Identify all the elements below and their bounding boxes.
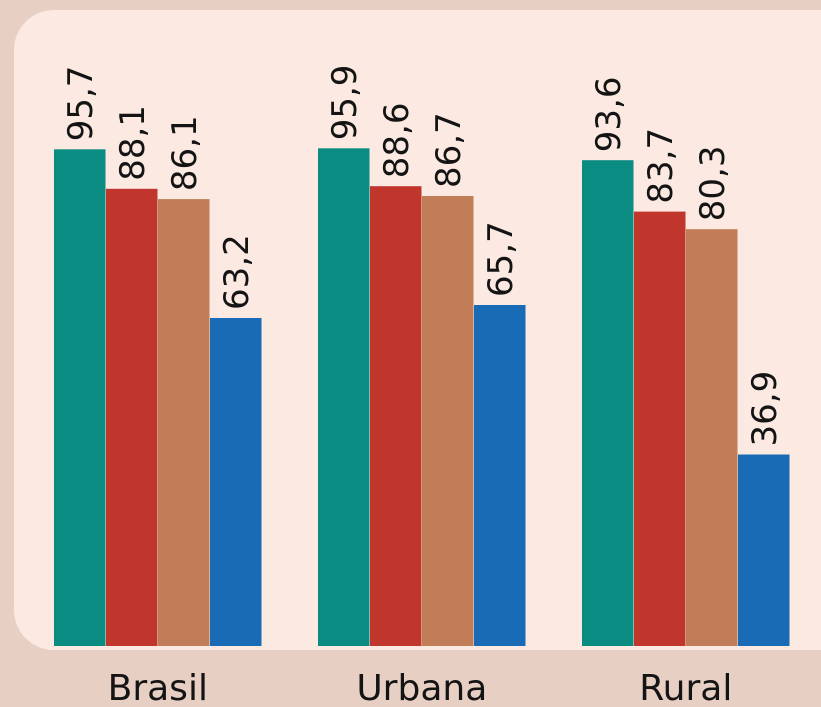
value-label-urbana-4: 65,7 — [481, 221, 521, 297]
bar-brasil-4 — [210, 318, 262, 646]
value-label-rural-2: 83,7 — [641, 128, 681, 204]
value-label-brasil-1: 95,7 — [61, 66, 101, 142]
value-label-rural-3: 80,3 — [693, 145, 733, 221]
bar-rural-3 — [686, 229, 738, 646]
bar-urbana-3 — [422, 196, 474, 646]
bar-rural-4 — [738, 454, 790, 646]
value-label-rural-4: 36,9 — [745, 371, 785, 447]
value-label-brasil-3: 86,1 — [165, 115, 205, 191]
category-label-urbana: Urbana — [356, 668, 487, 707]
bar-brasil-3 — [158, 199, 210, 646]
bar-urbana-2 — [370, 186, 422, 646]
bar-brasil-2 — [106, 188, 158, 647]
bars-layer — [54, 148, 790, 647]
value-label-urbana-2: 88,6 — [377, 102, 417, 178]
category-label-rural: Rural — [639, 668, 732, 707]
value-label-brasil-2: 88,1 — [113, 105, 153, 181]
value-labels-layer: 95,7 88,1 86,1 63,2 95,9 88,6 86,7 65,7 93,6 83,7… — [61, 65, 785, 447]
value-label-urbana-1: 95,9 — [325, 65, 365, 141]
category-labels-layer: Brasil Urbana Rural — [108, 668, 733, 707]
value-label-brasil-4: 63,2 — [217, 234, 257, 310]
bar-rural-1 — [582, 160, 634, 646]
bar-brasil-1 — [54, 149, 106, 647]
bar-rural-2 — [634, 211, 686, 646]
value-label-rural-1: 93,6 — [589, 76, 629, 152]
bar-urbana-4 — [474, 305, 526, 646]
bar-urbana-1 — [318, 148, 370, 647]
value-label-urbana-3: 86,7 — [429, 112, 469, 188]
category-label-brasil: Brasil — [108, 668, 208, 707]
